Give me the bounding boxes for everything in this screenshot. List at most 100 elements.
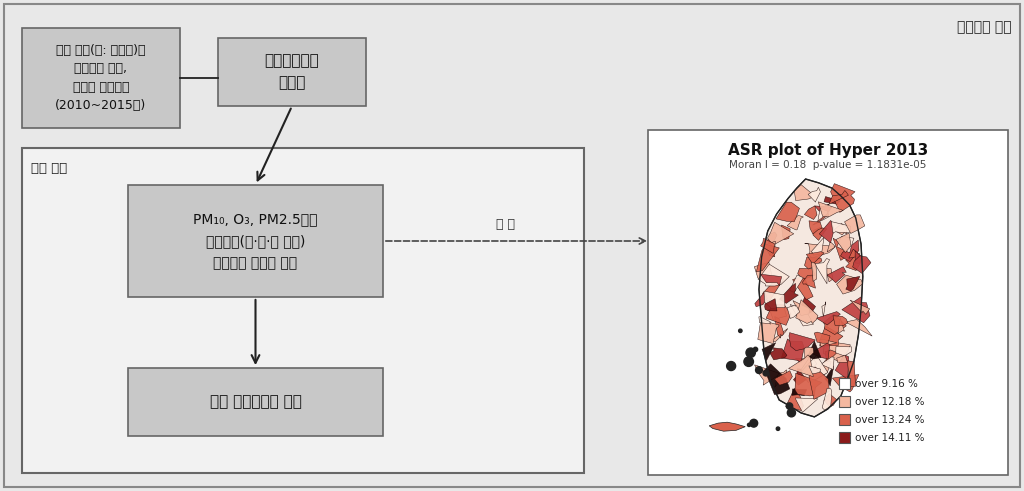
Polygon shape (807, 341, 821, 359)
Polygon shape (813, 227, 827, 241)
Polygon shape (758, 320, 779, 344)
Polygon shape (767, 306, 786, 320)
Polygon shape (841, 240, 859, 262)
Text: over 12.18 %: over 12.18 % (855, 397, 925, 407)
Polygon shape (830, 184, 855, 213)
Polygon shape (837, 236, 854, 253)
Polygon shape (813, 213, 828, 225)
Text: over 14.11 %: over 14.11 % (855, 433, 925, 443)
Polygon shape (758, 264, 790, 286)
Polygon shape (755, 292, 767, 307)
Polygon shape (833, 316, 848, 326)
Polygon shape (779, 283, 799, 303)
Circle shape (750, 419, 758, 427)
Polygon shape (820, 327, 843, 346)
FancyBboxPatch shape (648, 130, 1008, 475)
FancyBboxPatch shape (128, 368, 383, 436)
Polygon shape (836, 355, 849, 380)
Text: 해당 지역(예: 수도권)의
건강영향 자료,
대기질 노출자료
(2010~2015년): 해당 지역(예: 수도권)의 건강영향 자료, 대기질 노출자료 (2010~2… (55, 44, 146, 112)
Polygon shape (825, 366, 834, 386)
Polygon shape (818, 209, 828, 221)
Polygon shape (775, 317, 784, 338)
Text: over 13.24 %: over 13.24 % (855, 415, 925, 425)
Text: 예 시: 예 시 (496, 218, 515, 231)
FancyBboxPatch shape (22, 28, 180, 128)
Polygon shape (801, 356, 817, 375)
Polygon shape (823, 314, 847, 334)
Polygon shape (770, 348, 786, 360)
Polygon shape (811, 237, 824, 255)
Text: 과거 연구들과의 비교: 과거 연구들과의 비교 (210, 394, 301, 409)
Text: 건강영향 위해도 산출: 건강영향 위해도 산출 (213, 256, 298, 270)
Circle shape (738, 329, 742, 332)
Polygon shape (801, 355, 827, 382)
Polygon shape (781, 225, 791, 240)
Text: over 9.16 %: over 9.16 % (855, 379, 918, 389)
Polygon shape (788, 355, 813, 377)
Polygon shape (838, 318, 845, 334)
Polygon shape (765, 364, 790, 395)
Polygon shape (768, 232, 777, 247)
Polygon shape (822, 302, 825, 316)
Polygon shape (831, 221, 851, 233)
Polygon shape (785, 388, 804, 410)
FancyBboxPatch shape (218, 38, 366, 106)
Circle shape (787, 409, 796, 417)
Polygon shape (837, 355, 848, 362)
Text: 농도반응함수
표준안: 농도반응함수 표준안 (264, 54, 319, 91)
Polygon shape (853, 256, 871, 273)
Polygon shape (814, 332, 830, 343)
Polygon shape (814, 258, 829, 284)
FancyBboxPatch shape (128, 185, 383, 297)
Polygon shape (793, 300, 809, 316)
Polygon shape (808, 187, 820, 202)
Polygon shape (847, 361, 856, 386)
Polygon shape (765, 299, 777, 311)
Text: 지역사회(시·군·구 단위): 지역사회(시·군·구 단위) (206, 234, 305, 248)
Polygon shape (787, 216, 804, 230)
Circle shape (786, 403, 793, 409)
Polygon shape (850, 300, 869, 314)
Polygon shape (764, 291, 785, 309)
Polygon shape (795, 185, 811, 201)
Circle shape (763, 370, 769, 376)
Polygon shape (819, 339, 837, 347)
Polygon shape (835, 223, 847, 235)
Polygon shape (825, 191, 849, 206)
FancyBboxPatch shape (22, 148, 584, 473)
Text: 시범적용 절차: 시범적용 절차 (957, 20, 1012, 34)
Polygon shape (759, 179, 863, 417)
Polygon shape (845, 215, 865, 233)
Polygon shape (790, 275, 804, 293)
Polygon shape (846, 276, 860, 291)
Polygon shape (809, 367, 829, 399)
Polygon shape (770, 328, 787, 342)
Polygon shape (796, 358, 805, 363)
Text: 결과 분석: 결과 분석 (31, 162, 68, 175)
Polygon shape (805, 347, 814, 358)
Polygon shape (816, 359, 831, 375)
Polygon shape (757, 244, 779, 272)
Polygon shape (837, 275, 863, 294)
Polygon shape (836, 347, 852, 356)
Polygon shape (755, 365, 780, 385)
Polygon shape (834, 238, 856, 260)
FancyBboxPatch shape (839, 396, 850, 408)
Polygon shape (803, 275, 815, 288)
Polygon shape (762, 343, 775, 360)
Polygon shape (787, 305, 800, 319)
Polygon shape (809, 366, 820, 374)
Polygon shape (849, 249, 858, 258)
Circle shape (743, 357, 754, 366)
Circle shape (727, 361, 735, 371)
Polygon shape (821, 357, 835, 370)
Circle shape (746, 348, 756, 357)
Polygon shape (805, 206, 817, 219)
Polygon shape (811, 262, 817, 281)
Polygon shape (819, 220, 834, 243)
Polygon shape (755, 262, 773, 283)
FancyBboxPatch shape (839, 433, 850, 443)
Polygon shape (824, 196, 840, 204)
Polygon shape (806, 251, 824, 264)
Polygon shape (759, 317, 771, 324)
